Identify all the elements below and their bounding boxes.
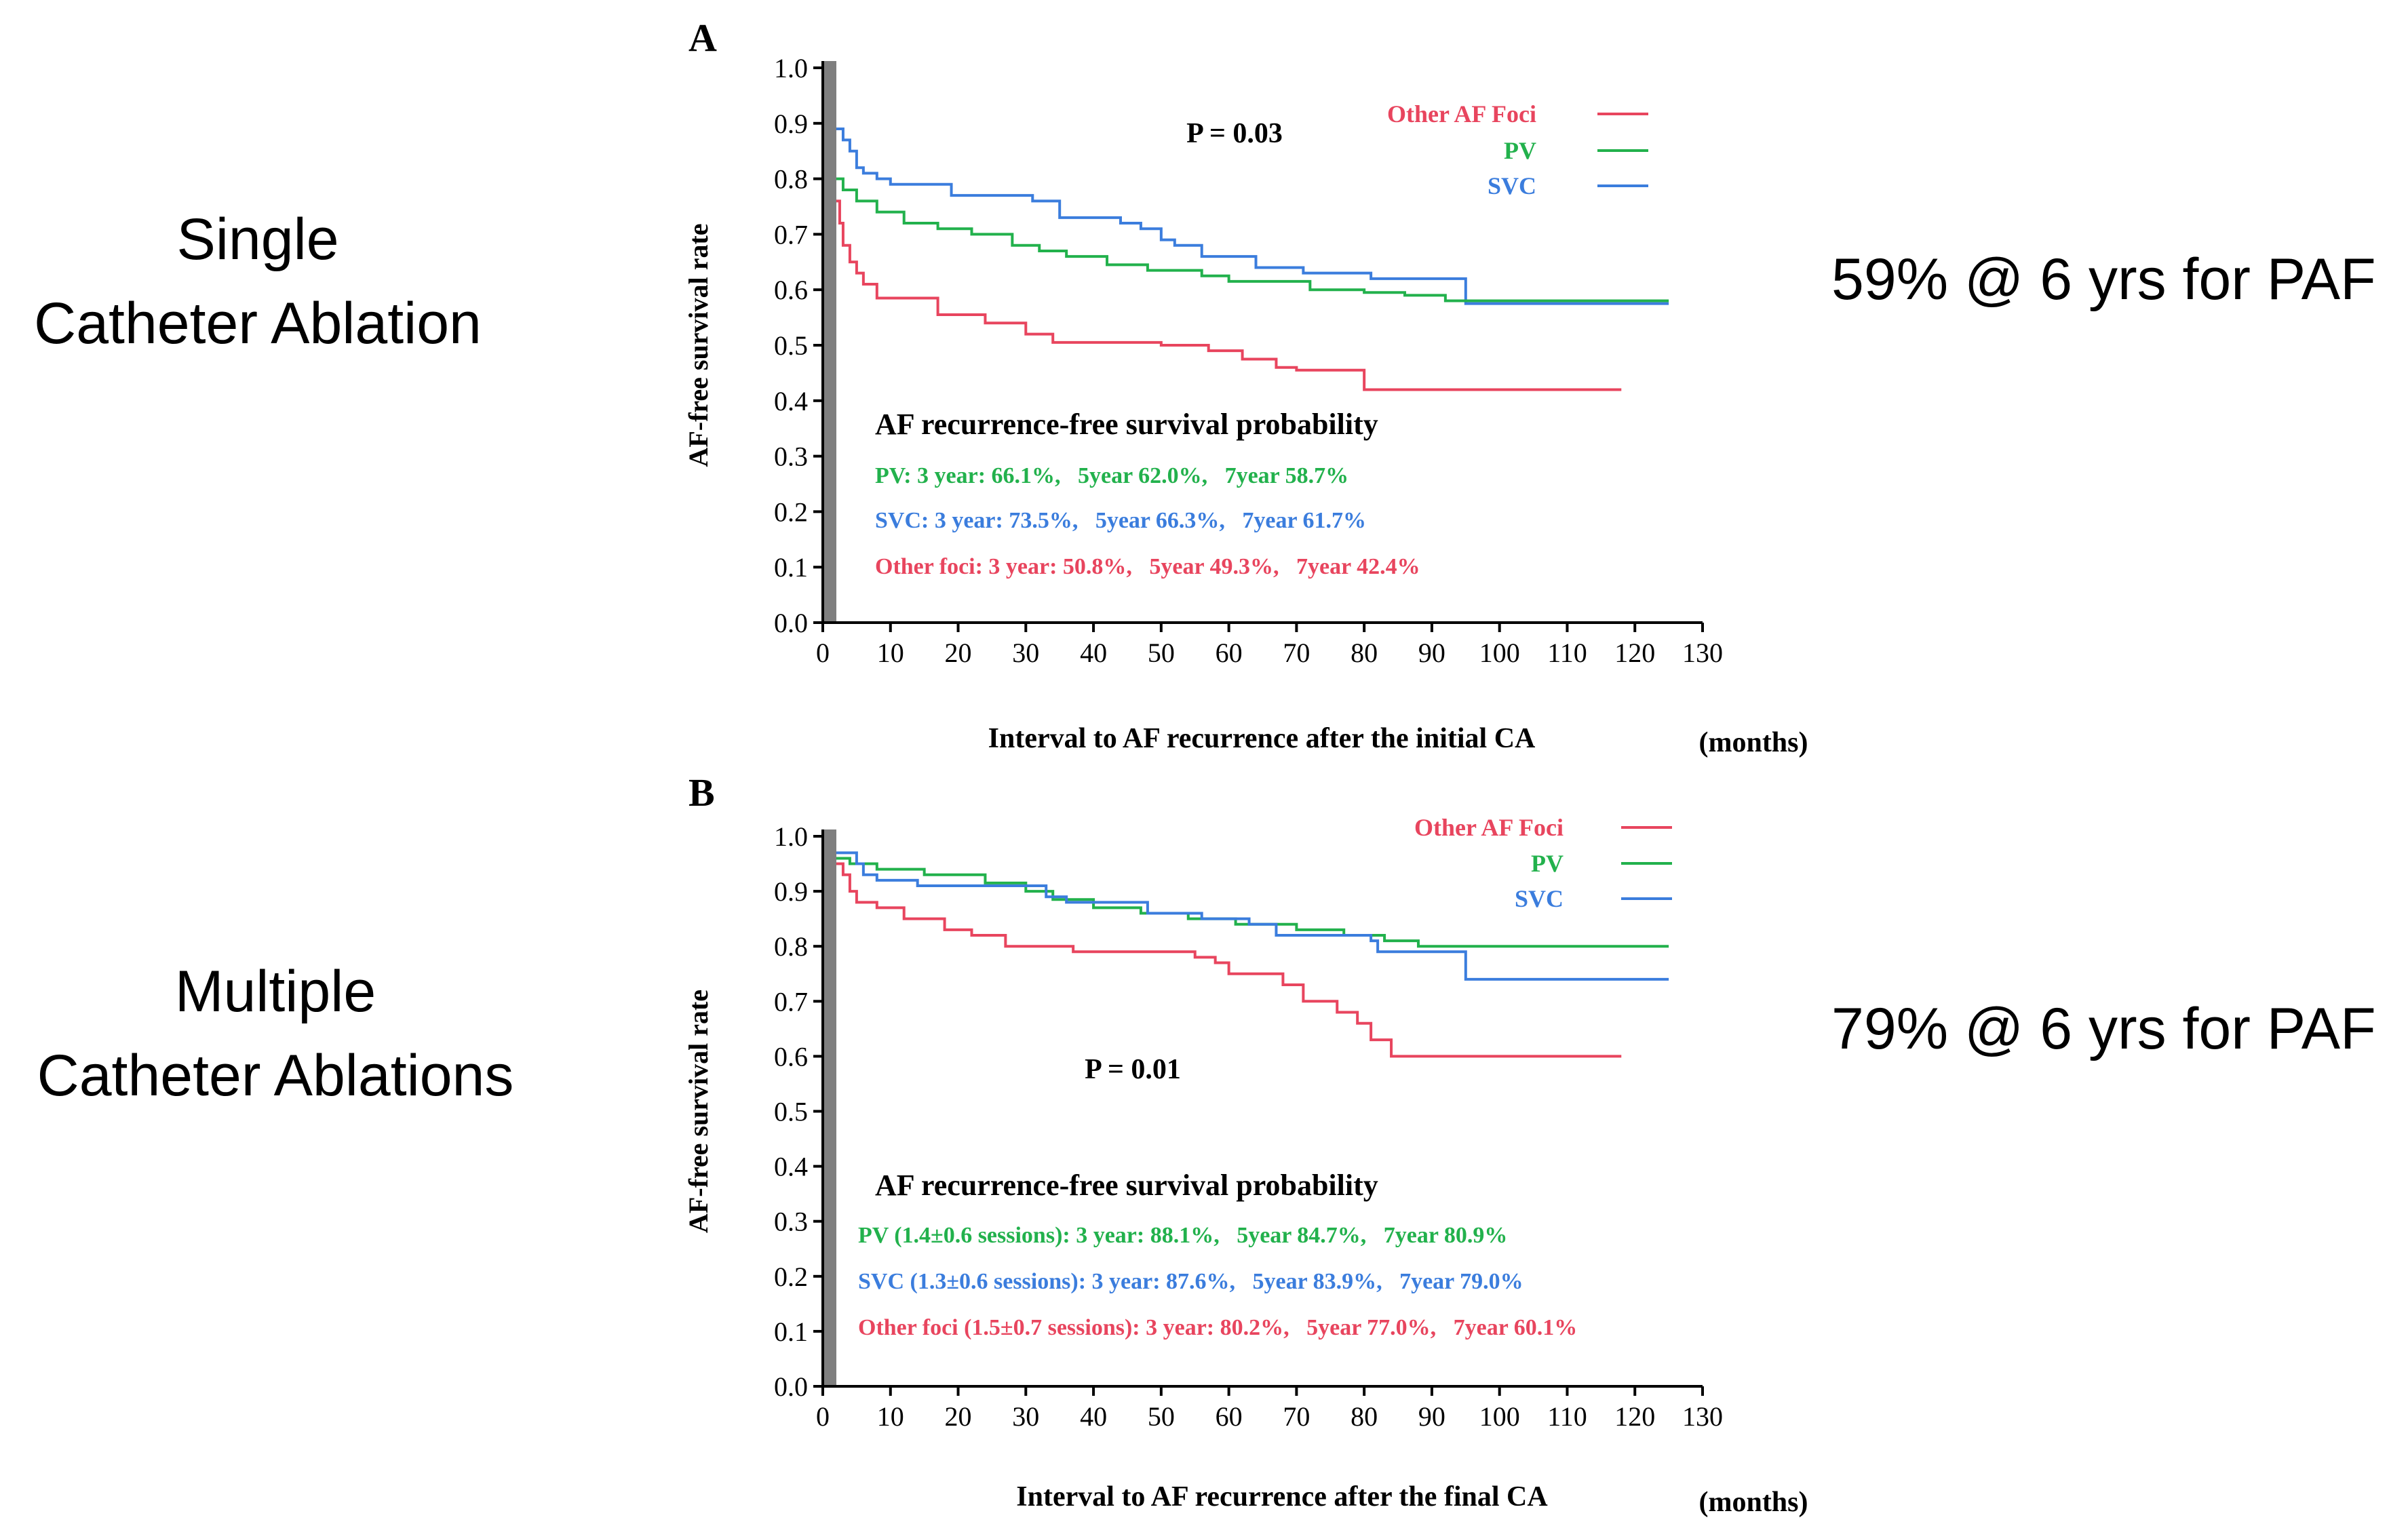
chartB-x-tick-label: 0 bbox=[816, 1401, 830, 1432]
chartB-x-tick-label: 100 bbox=[1479, 1401, 1520, 1432]
chartA-y-tick-label: 0.0 bbox=[774, 608, 808, 638]
chartB-x-tick-label: 110 bbox=[1547, 1401, 1587, 1432]
chartA-x-tick-label: 40 bbox=[1080, 638, 1107, 668]
chartA-x-tick-label: 100 bbox=[1479, 638, 1520, 668]
chartB-x-tick-label: 130 bbox=[1682, 1401, 1723, 1432]
chartA-x-tick-label: 130 bbox=[1682, 638, 1723, 668]
chartB-x-tick-label: 90 bbox=[1418, 1401, 1445, 1432]
chartA-summary-title: AF recurrence-free survival probability bbox=[875, 408, 1378, 441]
single-ablation-label-line1: Single bbox=[176, 207, 339, 272]
chartB-y-tick-label: 0.6 bbox=[774, 1041, 808, 1072]
chartB-y-axis-label: AF-free survival rate bbox=[683, 990, 714, 1233]
single-ablation-label-line2: Catheter Ablation bbox=[34, 291, 482, 356]
chartA-x-tick-label: 60 bbox=[1216, 638, 1243, 668]
chartB-y-tick-label: 0.3 bbox=[774, 1207, 808, 1237]
multiple-ablation-label: Multiple Catheter Ablations bbox=[0, 950, 551, 1118]
chartA-x-tick-label: 120 bbox=[1614, 638, 1655, 668]
chartB-summary-title: AF recurrence-free survival probability bbox=[875, 1169, 1378, 1202]
chartB-summary-pv: PV (1.4±0.6 sessions): 3 year: 88.1%, 5y… bbox=[858, 1223, 1507, 1248]
chartA-x-tick-label: 80 bbox=[1351, 638, 1378, 668]
chartB-y-tick-label: 0.9 bbox=[774, 876, 808, 907]
chartA-panel-label: A bbox=[688, 16, 717, 60]
chartA-x-axis-label: Interval to AF recurrence after the init… bbox=[988, 723, 1536, 754]
chartA-x-tick-label: 0 bbox=[816, 638, 830, 668]
chartA-y-tick-label: 0.4 bbox=[774, 386, 808, 416]
chartB-x-tick-label: 30 bbox=[1012, 1401, 1039, 1432]
chartB-x-tick-label: 20 bbox=[945, 1401, 972, 1432]
chartB-start-bar bbox=[823, 829, 836, 1386]
multiple-ablation-label-line2: Catheter Ablations bbox=[37, 1043, 514, 1108]
chartB-x-axis-unit: (months) bbox=[1698, 1487, 1808, 1518]
single-ablation-result: 59% @ 6 yrs for PAF bbox=[1831, 247, 2376, 312]
multiple-ablation-label-line1: Multiple bbox=[174, 959, 376, 1024]
chartA-y-tick-label: 0.1 bbox=[774, 552, 808, 583]
chartA-y-tick-label: 0.2 bbox=[774, 496, 808, 527]
chartB-x-tick-label: 60 bbox=[1216, 1401, 1243, 1432]
chartB-y-tick-label: 0.7 bbox=[774, 986, 808, 1017]
chartB-y-tick-label: 0.0 bbox=[774, 1371, 808, 1402]
chartA-series-pv-line bbox=[836, 177, 1669, 302]
chartB-x-tick-label: 80 bbox=[1351, 1401, 1378, 1432]
chartB-y-tick-label: 0.4 bbox=[774, 1152, 808, 1182]
chartA-legend-label-other: Other AF Foci bbox=[1387, 100, 1536, 128]
chartB-y-tick-label: 1.0 bbox=[774, 821, 808, 852]
chartB-summary-svc: SVC (1.3±0.6 sessions): 3 year: 87.6%, 5… bbox=[858, 1269, 1523, 1294]
chartA-x-tick-label: 90 bbox=[1418, 638, 1445, 668]
chartA-x-tick-label: 30 bbox=[1012, 638, 1039, 668]
chartA-legend-label-svc: SVC bbox=[1488, 172, 1536, 199]
chartB-x-tick-label: 10 bbox=[877, 1401, 904, 1432]
chartA-y-tick-label: 1.0 bbox=[774, 53, 808, 83]
chartA-x-tick-label: 10 bbox=[877, 638, 904, 668]
chartB-y-tick-label: 0.5 bbox=[774, 1097, 808, 1127]
chartB-y-tick-label: 0.8 bbox=[774, 931, 808, 962]
chartB-legend-label-other: Other AF Foci bbox=[1414, 814, 1564, 841]
chartB-summary-other: Other foci (1.5±0.7 sessions): 3 year: 8… bbox=[858, 1315, 1577, 1340]
multiple-ablation-result: 79% @ 6 yrs for PAF bbox=[1831, 996, 2376, 1061]
chartA-p-value: P = 0.03 bbox=[1186, 118, 1283, 149]
chartA-x-tick-label: 50 bbox=[1148, 638, 1175, 668]
chartA-series-other-line bbox=[836, 199, 1622, 391]
chartB-x-tick-label: 40 bbox=[1080, 1401, 1107, 1432]
chartA-x-tick-label: 110 bbox=[1547, 638, 1587, 668]
chartA-x-tick-label: 20 bbox=[945, 638, 972, 668]
chartA-y-tick-label: 0.3 bbox=[774, 442, 808, 472]
chartA-x-axis-unit: (months) bbox=[1698, 727, 1808, 758]
chartA-series-svc-line bbox=[836, 127, 1669, 305]
chartB-legend-label-svc: SVC bbox=[1515, 885, 1564, 912]
chartB-x-tick-label: 70 bbox=[1283, 1401, 1310, 1432]
single-ablation-label: Single Catheter Ablation bbox=[0, 197, 516, 366]
chartB-x-tick-label: 120 bbox=[1614, 1401, 1655, 1432]
chartB-legend-label-pv: PV bbox=[1531, 850, 1564, 877]
chartA-y-tick-label: 0.8 bbox=[774, 164, 808, 195]
chartB-x-tick-label: 50 bbox=[1148, 1401, 1175, 1432]
chartB-y-tick-label: 0.2 bbox=[774, 1262, 808, 1292]
chartA-y-axis-label: AF-free survival rate bbox=[683, 223, 714, 467]
chartA-summary-other: Other foci: 3 year: 50.8%, 5year 49.3%, … bbox=[875, 554, 1420, 579]
chartB-panel-label: B bbox=[688, 770, 715, 815]
chartA-y-tick-label: 0.5 bbox=[774, 330, 808, 361]
chartA-y-tick-label: 0.9 bbox=[774, 109, 808, 139]
chartA-summary-svc: SVC: 3 year: 73.5%, 5year 66.3%, 7year 6… bbox=[875, 508, 1366, 533]
chartA-legend-label-pv: PV bbox=[1504, 137, 1536, 164]
chartA-x-tick-label: 70 bbox=[1283, 638, 1310, 668]
chartA-y-tick-label: 0.6 bbox=[774, 275, 808, 305]
chartA-summary-pv: PV: 3 year: 66.1%, 5year 62.0%, 7year 58… bbox=[875, 463, 1348, 488]
chartB-x-axis-label: Interval to AF recurrence after the fina… bbox=[1016, 1481, 1548, 1512]
chartB-series-svc-line bbox=[836, 851, 1669, 981]
chartB-y-tick-label: 0.1 bbox=[774, 1316, 808, 1347]
chartA-start-bar bbox=[823, 61, 836, 623]
chartB-series-other-line bbox=[836, 862, 1622, 1058]
chartA-y-tick-label: 0.7 bbox=[774, 219, 808, 250]
chartB-p-value: P = 0.01 bbox=[1085, 1054, 1181, 1085]
